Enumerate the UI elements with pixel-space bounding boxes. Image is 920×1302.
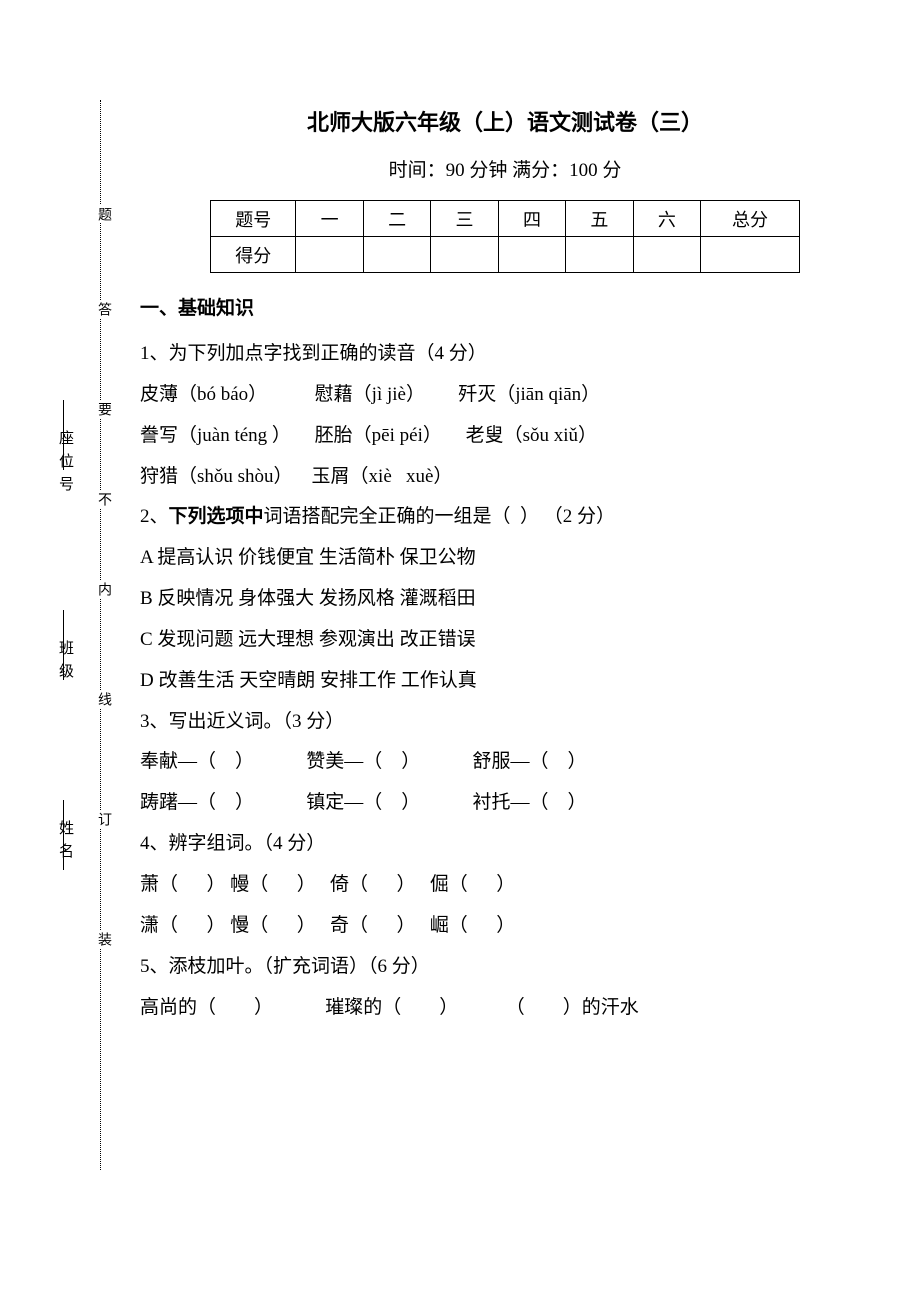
q2-option-d: D 改善生活 天空晴朗 安排工作 工作认真 bbox=[140, 661, 870, 702]
q1-prompt: 1、为下列加点字找到正确的读音（4 分） bbox=[140, 334, 870, 375]
q4-line1: 萧（ ） 幔（ ） 倚（ ） 倔（ ） bbox=[140, 865, 870, 906]
marker-nei: 内 bbox=[93, 580, 113, 598]
table-header-row: 题号 一 二 三 四 五 六 总分 bbox=[211, 201, 800, 237]
th-5: 五 bbox=[566, 201, 633, 237]
section-1-heading: 一、基础知识 bbox=[140, 293, 870, 320]
binding-margin: 姓名 班级 座位号 装 订 线 内 不 要 答 题 bbox=[55, 100, 125, 1170]
seat-underline bbox=[63, 400, 64, 470]
th-2: 二 bbox=[363, 201, 430, 237]
q2-option-a: A 提高认识 价钱便宜 生活简朴 保卫公物 bbox=[140, 538, 870, 579]
q3-prompt: 3、写出近义词。（3 分） bbox=[140, 702, 870, 743]
label-name: 姓名 bbox=[55, 820, 76, 866]
td-6 bbox=[633, 237, 700, 273]
q2-prefix: 2、 bbox=[140, 506, 169, 527]
q4-line2: 潇（ ） 慢（ ） 奇（ ） 崛（ ） bbox=[140, 906, 870, 947]
td-3 bbox=[431, 237, 498, 273]
page-subtitle: 时间：90 分钟 满分：100 分 bbox=[140, 155, 870, 182]
q2-rest: 词语搭配完全正确的一组是（ ） （2 分） bbox=[264, 506, 616, 527]
marker-bu: 不 bbox=[93, 490, 113, 508]
marker-yao: 要 bbox=[93, 400, 113, 418]
q3-line1: 奉献—（ ） 赞美—（ ） 舒服—（ ） bbox=[140, 742, 870, 783]
td-4 bbox=[498, 237, 565, 273]
table-score-row: 得分 bbox=[211, 237, 800, 273]
q2-bold: 下列选项中 bbox=[169, 506, 264, 527]
q2-option-c: C 发现问题 远大理想 参观演出 改正错误 bbox=[140, 620, 870, 661]
marker-da: 答 bbox=[93, 300, 113, 318]
page-title: 北师大版六年级（上）语文测试卷（三） bbox=[140, 105, 870, 137]
marker-ding: 订 bbox=[93, 810, 113, 828]
q4-prompt: 4、辨字组词。（4 分） bbox=[140, 824, 870, 865]
marker-xian: 线 bbox=[93, 690, 113, 708]
td-label: 得分 bbox=[211, 237, 296, 273]
name-underline bbox=[63, 800, 64, 870]
th-total: 总分 bbox=[701, 201, 800, 237]
q1-line1: 皮薄（bó báo） 慰藉（jì jiè） 歼灭（jiān qiān） bbox=[140, 375, 870, 416]
q1-line3: 狩猎（shǒu shòu） 玉屑（xiè xuè） bbox=[140, 457, 870, 498]
label-class: 班级 bbox=[55, 640, 76, 686]
th-3: 三 bbox=[431, 201, 498, 237]
q3-line2: 踌躇—（ ） 镇定—（ ） 衬托—（ ） bbox=[140, 783, 870, 824]
th-6: 六 bbox=[633, 201, 700, 237]
td-total bbox=[701, 237, 800, 273]
marker-zhuang: 装 bbox=[93, 930, 113, 948]
td-1 bbox=[296, 237, 363, 273]
q5-prompt: 5、添枝加叶。（扩充词语）（6 分） bbox=[140, 947, 870, 988]
content-area: 北师大版六年级（上）语文测试卷（三） 时间：90 分钟 满分：100 分 题号 … bbox=[140, 105, 870, 1028]
q5-line1: 高尚的（ ） 璀璨的（ ） （ ）的汗水 bbox=[140, 988, 870, 1029]
q2-prompt: 2、下列选项中词语搭配完全正确的一组是（ ） （2 分） bbox=[140, 497, 870, 538]
q2-option-b: B 反映情况 身体强大 发扬风格 灌溉稻田 bbox=[140, 579, 870, 620]
th-1: 一 bbox=[296, 201, 363, 237]
th-label: 题号 bbox=[211, 201, 296, 237]
class-underline bbox=[63, 610, 64, 680]
th-4: 四 bbox=[498, 201, 565, 237]
label-seat: 座位号 bbox=[55, 430, 76, 499]
td-5 bbox=[566, 237, 633, 273]
binding-dotted-line bbox=[100, 100, 101, 1170]
marker-ti: 题 bbox=[93, 205, 113, 223]
score-table: 题号 一 二 三 四 五 六 总分 得分 bbox=[210, 200, 800, 273]
q1-line2: 誊写（juàn téng ） 胚胎（pēi péi） 老叟（sǒu xiǔ） bbox=[140, 416, 870, 457]
td-2 bbox=[363, 237, 430, 273]
